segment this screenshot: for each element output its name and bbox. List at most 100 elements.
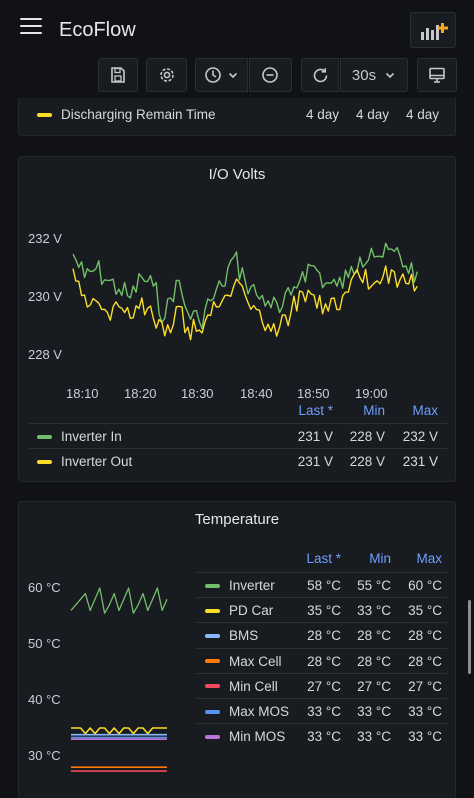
legend-min-value: 33 °C xyxy=(357,729,391,745)
x-tick-label: 18:20 xyxy=(124,386,157,401)
vertical-scrollbar[interactable] xyxy=(468,600,471,674)
legend-last-value: 35 °C xyxy=(307,603,341,619)
series-color-swatch xyxy=(37,434,52,439)
legend-item[interactable]: PD Car xyxy=(205,598,273,623)
y-tick-label: 228 V xyxy=(28,347,62,362)
legend-last-value: 33 °C xyxy=(307,729,341,745)
series-color-swatch xyxy=(37,459,52,464)
legend-divider xyxy=(29,448,447,449)
legend-header-last[interactable]: Last * xyxy=(306,551,341,566)
legend-min-value: 28 °C xyxy=(357,628,391,644)
legend-item[interactable]: BMS xyxy=(205,623,258,648)
legend-item[interactable]: Max Cell xyxy=(205,649,282,674)
legend-max-value: 28 °C xyxy=(408,653,442,669)
legend-max-value: 35 °C xyxy=(408,603,442,619)
legend-max-value: 4 day xyxy=(405,107,439,122)
legend-item[interactable]: Min MOS xyxy=(205,724,285,749)
legend-header-min[interactable]: Min xyxy=(369,551,391,566)
legend-item[interactable]: Max MOS xyxy=(205,699,289,724)
series-color-swatch xyxy=(205,583,220,588)
series-name: Inverter Out xyxy=(61,454,133,469)
legend-header-min[interactable]: Min xyxy=(363,403,385,418)
save-icon xyxy=(111,67,125,83)
legend-min-value: 228 V xyxy=(349,454,385,469)
legend-last-value: 28 °C xyxy=(307,628,341,644)
menu-icon[interactable] xyxy=(20,18,42,36)
legend-item[interactable]: Discharging Remain Time xyxy=(37,102,216,127)
add-panel-button[interactable] xyxy=(410,12,456,48)
io-volts-chart[interactable] xyxy=(19,157,455,387)
legend-divider xyxy=(196,597,447,599)
refresh-icon xyxy=(313,67,327,82)
legend-last-value: 231 V xyxy=(297,429,333,444)
time-picker-clock-icon xyxy=(205,67,221,83)
x-tick-label: 19:00 xyxy=(355,386,388,401)
add-panel-icon xyxy=(421,23,448,40)
legend-last-value: 28 °C xyxy=(307,653,341,669)
series-line-inverter-in xyxy=(72,242,418,330)
legend-header-max[interactable]: Max xyxy=(412,403,438,418)
dashboard-toolbar: 30s xyxy=(0,58,474,94)
series-line-pd-car xyxy=(71,727,167,735)
chevron-down-icon xyxy=(386,72,395,79)
series-color-swatch xyxy=(205,709,220,714)
legend-divider xyxy=(196,647,447,649)
y-tick-label: 30 °C xyxy=(28,748,61,763)
legend-min-value: 4 day xyxy=(355,107,389,122)
legend-last-value: 27 °C xyxy=(307,678,341,694)
series-color-swatch xyxy=(37,112,52,117)
kiosk-mode-button[interactable] xyxy=(417,58,457,92)
legend-max-value: 60 °C xyxy=(408,578,442,593)
legend-divider xyxy=(196,723,447,725)
legend-divider xyxy=(196,672,447,674)
legend-min-value: 27 °C xyxy=(357,678,391,694)
panel-title[interactable]: Temperature xyxy=(194,511,280,528)
settings-gear-icon xyxy=(159,68,174,82)
dashboard-title: EcoFlow xyxy=(59,19,136,41)
y-tick-label: 232 V xyxy=(28,231,62,246)
zoom-out-button[interactable] xyxy=(249,58,292,92)
temperature-chart[interactable] xyxy=(19,502,199,798)
series-name: Inverter xyxy=(229,578,275,593)
series-color-swatch xyxy=(205,684,220,689)
legend-min-value: 33 °C xyxy=(357,704,391,719)
x-tick-label: 18:50 xyxy=(297,386,330,401)
legend-last-value: 58 °C xyxy=(307,578,341,593)
legend-item[interactable]: Inverter In xyxy=(37,424,122,449)
legend-header-max[interactable]: Max xyxy=(416,551,442,566)
chevron-down-icon xyxy=(228,72,238,79)
refresh-interval-picker[interactable]: 30s xyxy=(340,58,408,92)
temperature-panel: Temperature 60 °C 50 °C 40 °C 30 °C Last… xyxy=(18,501,456,798)
legend-min-value: 228 V xyxy=(349,429,385,444)
series-name: Inverter In xyxy=(61,429,122,444)
time-picker-button[interactable] xyxy=(195,58,248,92)
legend-max-value: 28 °C xyxy=(408,628,442,644)
legend-item[interactable]: Min Cell xyxy=(205,674,278,699)
legend-divider xyxy=(196,698,447,699)
legend-item[interactable]: Inverter Out xyxy=(37,449,132,474)
io-volts-panel: I/O Volts 232 V 230 V 228 V 18:10 18:20 … xyxy=(18,156,456,482)
series-name: Max Cell xyxy=(229,653,282,669)
save-dashboard-button[interactable] xyxy=(98,58,138,92)
legend-max-value: 232 V xyxy=(402,429,438,444)
series-name: PD Car xyxy=(229,603,274,619)
legend-header-last[interactable]: Last * xyxy=(298,403,333,418)
x-tick-label: 18:40 xyxy=(240,386,273,401)
dashboard-settings-button[interactable] xyxy=(146,58,187,92)
series-name: Discharging Remain Time xyxy=(61,107,216,122)
y-tick-label: 50 °C xyxy=(28,636,61,651)
y-tick-label: 230 V xyxy=(28,289,62,304)
zoom-out-icon xyxy=(262,66,278,83)
legend-divider xyxy=(29,423,447,424)
y-tick-label: 60 °C xyxy=(28,580,61,595)
series-line-inverter xyxy=(70,587,168,614)
panel-title[interactable]: I/O Volts xyxy=(208,166,266,183)
refresh-button[interactable] xyxy=(301,58,339,92)
legend-item[interactable]: Inverter xyxy=(205,573,275,598)
legend-max-value: 33 °C xyxy=(408,704,442,719)
kiosk-monitor-icon xyxy=(429,67,445,83)
legend-max-value: 231 V xyxy=(402,454,438,469)
legend-last-value: 33 °C xyxy=(307,704,341,719)
series-name: Max MOS xyxy=(229,704,290,719)
y-tick-label: 40 °C xyxy=(28,692,61,707)
